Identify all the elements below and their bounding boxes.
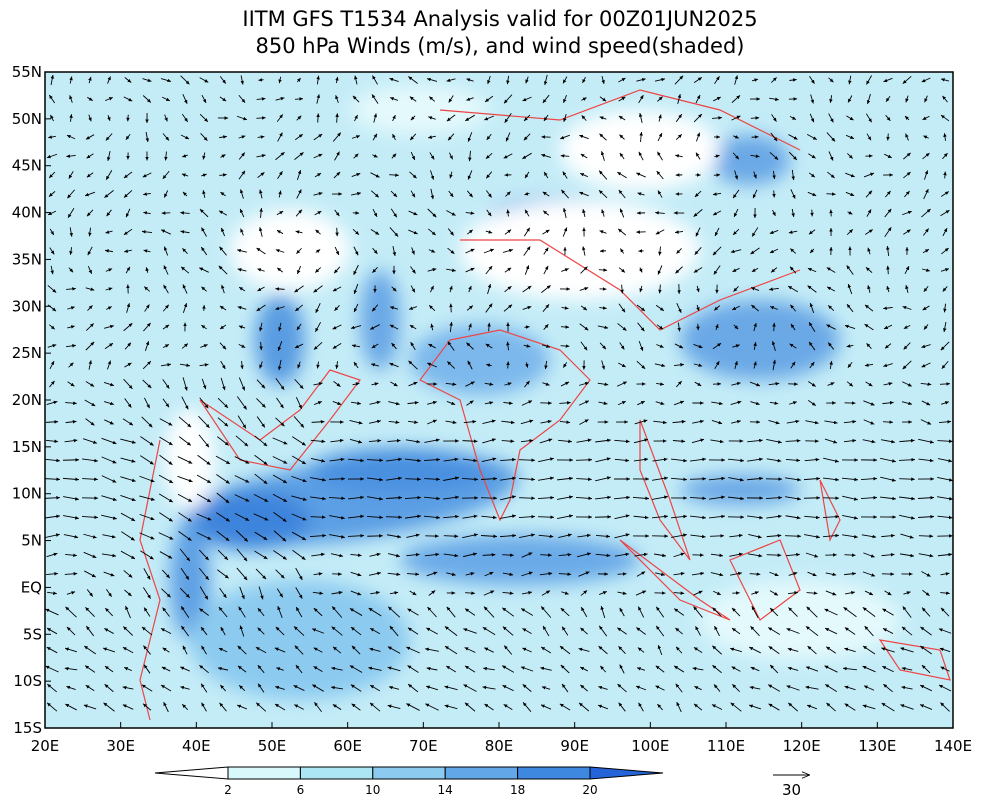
lat-tick-label: EQ	[21, 578, 42, 596]
wind-arrow	[258, 80, 263, 81]
lat-tick-label: 25N	[12, 344, 42, 362]
title-line-1: IITM GFS T1534 Analysis valid for 00Z01J…	[242, 7, 757, 31]
wind-arrow	[899, 479, 915, 480]
lon-tick-label: 140E	[934, 737, 972, 755]
lon-tick-label: 90E	[560, 737, 589, 755]
wind-arrow	[561, 346, 570, 347]
wind-arrow	[888, 266, 889, 274]
lon-tick-label: 50E	[258, 737, 287, 755]
wind-arrow	[576, 460, 592, 461]
colorbar-label: 2	[224, 783, 232, 797]
reference-vector-label: 30	[782, 781, 801, 799]
colorbar-label: 20	[582, 783, 597, 797]
wind-arrow	[538, 517, 554, 518]
title-line-2: 850 hPa Winds (m/s), and wind speed(shad…	[256, 34, 745, 58]
lat-tick-label: 10N	[12, 485, 42, 503]
colorbar-box	[300, 767, 372, 779]
lat-tick-label: 40N	[12, 204, 42, 222]
lat-tick-label: 50N	[12, 110, 42, 128]
lat-tick-label: 15S	[13, 719, 42, 737]
colorbar-box	[228, 767, 300, 779]
colorbar-box	[373, 767, 445, 779]
wind-arrow	[751, 118, 759, 119]
wind-arrow	[617, 574, 626, 575]
lat-tick-label: 55N	[12, 63, 42, 81]
lat-tick-label: 10S	[13, 672, 42, 690]
lat-tick-label: 5S	[23, 625, 42, 643]
lon-tick-label: 110E	[707, 737, 745, 755]
lon-tick-label: 20E	[31, 737, 60, 755]
wind-arrow	[831, 210, 832, 217]
lat-tick-label: 20N	[12, 391, 42, 409]
wind-arrow	[540, 555, 551, 556]
wind-arrow	[888, 134, 889, 141]
colorbar: 2 6 10 14 18 20	[155, 767, 663, 797]
colorbar-box	[445, 767, 517, 779]
lat-tick-label: 35N	[12, 250, 42, 268]
lat-tick-label: 15N	[12, 438, 42, 456]
lon-tick-label: 80E	[485, 737, 514, 755]
lat-tick-label: 5N	[21, 532, 42, 550]
wind-arrow	[128, 115, 129, 122]
wind-arrow	[919, 536, 933, 537]
wind-arrow	[774, 323, 775, 331]
wind-arrow	[508, 362, 509, 369]
wind-arrow	[337, 228, 338, 236]
wind-arrow	[451, 304, 452, 313]
wind-arrow	[519, 460, 535, 461]
lon-tick-label: 40E	[182, 737, 211, 755]
wind-arrow	[311, 517, 326, 518]
wind-arrow	[826, 194, 835, 195]
lat-tick-label: 45N	[12, 157, 42, 175]
lon-tick-label: 30E	[106, 737, 135, 755]
wind-arrow	[600, 251, 606, 252]
lon-tick-label: 60E	[333, 737, 362, 755]
wind-arrow	[367, 536, 382, 537]
wind-arrow	[714, 175, 720, 176]
wind-arrow	[710, 536, 724, 537]
colorbar-label: 14	[438, 783, 453, 797]
wind-arrow	[318, 113, 319, 122]
wind-arrow	[481, 498, 497, 499]
wind-arrow	[945, 172, 946, 179]
wind-arrow	[595, 517, 611, 518]
wind-arrow	[561, 327, 569, 328]
lat-tick-label: 30N	[12, 297, 42, 315]
colorbar-high	[590, 767, 663, 779]
colorbar-box	[518, 767, 590, 779]
colorbar-label: 10	[365, 783, 380, 797]
wind-arrow	[329, 479, 345, 480]
wind-arrow	[256, 118, 265, 119]
wind-arrow	[774, 191, 775, 198]
wind-arrow	[844, 555, 855, 556]
lon-tick-label: 100E	[631, 737, 669, 755]
colorbar-low	[155, 767, 228, 779]
lon-tick-label: 70E	[409, 737, 438, 755]
colorbar-label: 18	[510, 783, 525, 797]
wind-arrow	[785, 536, 801, 537]
lon-tick-label: 120E	[783, 737, 821, 755]
lon-tick-label: 130E	[858, 737, 896, 755]
wind-arrow	[519, 498, 535, 499]
colorbar-label: 6	[297, 783, 305, 797]
shading	[44, 72, 953, 728]
